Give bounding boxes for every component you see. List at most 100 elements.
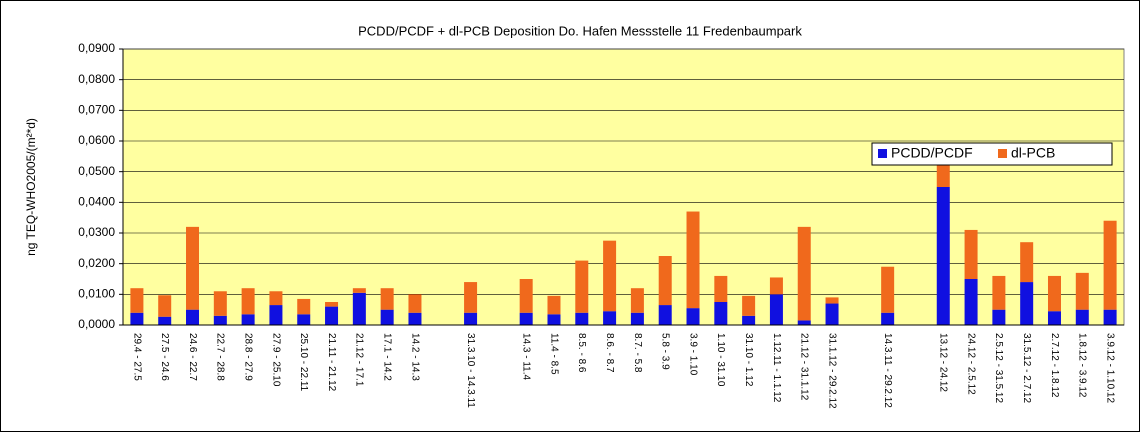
x-tick-label: 17.1 - 14.2 — [382, 333, 393, 381]
legend-swatch — [998, 149, 1007, 158]
y-axis-label: ng TEQ-WHO2005/(m²*d) — [24, 118, 38, 256]
bar-segment — [825, 303, 839, 325]
bar-segment — [603, 240, 617, 312]
x-tick-label: 24.12 - 2.5.12 — [965, 333, 976, 395]
bar-segment — [241, 288, 255, 315]
bar-segment — [547, 314, 561, 325]
bar-segment — [575, 260, 589, 313]
bar-segment — [186, 226, 200, 310]
y-tick-label: 0,0400 — [78, 195, 115, 209]
bar-segment — [464, 312, 478, 325]
y-tick-label: 0,0700 — [78, 103, 115, 117]
x-tick-label: 2.7.12 - 1.8.12 — [1049, 333, 1060, 398]
bar-segment — [658, 305, 672, 325]
bar-segment — [186, 309, 200, 325]
bar-segment — [630, 288, 644, 313]
bar-segment — [158, 316, 172, 325]
bar-segment — [464, 282, 478, 313]
y-tick-label: 0,0300 — [78, 225, 115, 239]
legend-swatch — [878, 149, 887, 158]
bar-segment — [241, 314, 255, 325]
bar-segment — [352, 288, 366, 293]
x-tick-label: 31.10 - 1.12 — [743, 333, 754, 387]
bar-segment — [519, 312, 533, 325]
bar-segment — [686, 308, 700, 325]
bar-segment — [269, 305, 283, 325]
x-tick-label: 8.6. - 8.7 — [604, 333, 615, 373]
bar-segment — [992, 275, 1006, 310]
bar-segment — [380, 288, 394, 310]
x-tick-label: 21.11 - 21.12 — [326, 333, 337, 392]
bar-segment — [964, 229, 978, 279]
bar-segment — [130, 312, 144, 325]
bar-segment — [297, 298, 311, 315]
bar-segment — [769, 294, 783, 325]
x-tick-label: 31.1.12 - 29.2.12 — [826, 333, 837, 409]
x-tick-label: 5.8 - 3.9 — [660, 333, 671, 370]
x-tick-label: 11.4 - 8.5 — [548, 333, 559, 375]
x-tick-label: 28.8 - 27.9 — [242, 333, 253, 381]
bar-segment — [742, 315, 756, 325]
x-tick-label: 31.5.12 - 2.7.12 — [1021, 333, 1032, 403]
bar-segment — [1020, 282, 1034, 325]
bar-segment — [325, 302, 339, 307]
bar-segment — [797, 320, 811, 325]
bar-segment — [714, 275, 728, 302]
bar-segment — [213, 315, 227, 325]
bar-segment — [1047, 275, 1061, 312]
y-tick-label: 0,0200 — [78, 256, 115, 270]
x-tick-label: 22.7 - 28.8 — [215, 333, 226, 381]
bar-segment — [297, 314, 311, 325]
bar-segment — [130, 288, 144, 313]
bar-segment — [881, 312, 895, 325]
x-tick-label: 24.6 - 22.7 — [187, 333, 198, 381]
x-tick-label: 21.12 - 17.1 — [354, 333, 365, 387]
x-tick-label: 14.3.11 - 29.2.12 — [882, 333, 893, 408]
bar-segment — [1020, 242, 1034, 283]
x-tick-label: 8.5. - 8.6 — [576, 333, 587, 373]
bar-segment — [213, 291, 227, 316]
x-tick-label: 21.12 - 31.1.12 — [799, 333, 810, 401]
bar-segment — [603, 311, 617, 325]
bar-segment — [881, 266, 895, 313]
bar-segment — [380, 309, 394, 325]
x-tick-label: 1.8.12 - 3.9.12 — [1077, 333, 1088, 398]
bar-segment — [408, 294, 422, 313]
y-tick-label: 0,0100 — [78, 287, 115, 301]
bar-segment — [547, 295, 561, 315]
x-tick-label: 13.12 - 24.12 — [938, 333, 949, 392]
x-tick-label: 14.2 - 14.3 — [409, 333, 420, 381]
bar-segment — [1103, 309, 1117, 325]
legend-label: dl-PCB — [1011, 145, 1055, 161]
chart-title: PCDD/PCDF + dl-PCB Deposition Do. Hafen … — [358, 23, 802, 38]
bar-segment — [825, 297, 839, 304]
y-tick-label: 0,0800 — [78, 72, 115, 86]
x-tick-label: 1.12.11 - 1.1.12 — [771, 333, 782, 403]
legend-box — [871, 142, 1113, 166]
bar-segment — [575, 312, 589, 325]
bar-segment — [992, 309, 1006, 325]
bar-segment — [658, 256, 672, 306]
bar-segment — [1075, 309, 1089, 325]
x-tick-label: 2.5.12 - 31.5.12 — [993, 333, 1004, 403]
x-tick-label: 1.10 - 31.10 — [715, 333, 726, 387]
bar-segment — [325, 306, 339, 325]
y-tick-label: 0,0600 — [78, 133, 115, 147]
bar-segment — [408, 312, 422, 325]
x-tick-label: 31.3.10 - 14.3.11 — [465, 333, 476, 408]
x-tick-label: 8.7. - 5.8 — [632, 333, 643, 373]
bar-segment — [352, 292, 366, 325]
y-tick-label: 0,0000 — [78, 317, 115, 331]
bar-segment — [1047, 311, 1061, 325]
bar-segment — [519, 279, 533, 313]
y-tick-label: 0,0900 — [78, 41, 115, 55]
x-tick-label: 3.9 - 1.10 — [687, 333, 698, 376]
x-tick-label: 29.4 - 27.5 — [131, 333, 142, 381]
plot-area — [122, 48, 1125, 326]
bar-segment — [964, 279, 978, 325]
bar-segment — [714, 302, 728, 325]
x-tick-label: 27.5 - 24.6 — [159, 333, 170, 381]
bar-segment — [742, 295, 756, 316]
legend-label: PCDD/PCDF — [891, 145, 973, 161]
